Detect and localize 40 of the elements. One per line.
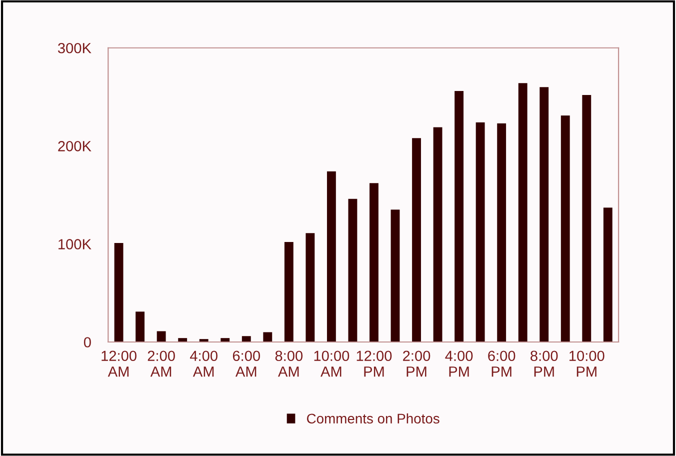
bar xyxy=(326,171,336,342)
bar xyxy=(476,122,485,342)
y-tick-label: 300K xyxy=(58,42,92,54)
bar xyxy=(178,338,188,342)
x-tick-label: 8:00 PM xyxy=(530,350,558,377)
x-tick-label: 2:00 PM xyxy=(403,350,430,377)
bar xyxy=(540,87,549,342)
bar xyxy=(242,336,251,342)
bar xyxy=(370,183,378,342)
bar xyxy=(263,332,272,342)
bar xyxy=(582,94,592,342)
x-tick-label: 2:00 AM xyxy=(148,350,175,377)
bar xyxy=(348,198,358,342)
x-tick-label: 6:00 AM xyxy=(232,350,260,377)
bar xyxy=(518,83,528,342)
x-tick-label: 6:00 PM xyxy=(488,350,516,377)
bar xyxy=(433,127,442,342)
x-tick-label: 12:00 PM xyxy=(356,350,392,377)
bar xyxy=(284,242,294,342)
legend-label: Comments on Photos xyxy=(307,413,440,424)
y-tick-label: 200K xyxy=(58,141,92,152)
x-tick-label: 12:00 AM xyxy=(102,350,136,377)
x-tick-label: 10:00 PM xyxy=(570,350,604,377)
bar xyxy=(454,91,464,342)
bar xyxy=(156,331,166,342)
bar xyxy=(412,138,421,342)
bar xyxy=(114,242,124,342)
bar xyxy=(497,123,506,342)
bar xyxy=(136,312,145,342)
x-tick-label: 4:00 PM xyxy=(445,350,473,377)
bar xyxy=(306,233,315,342)
y-tick-label: 100K xyxy=(58,239,92,250)
bar xyxy=(603,208,612,342)
bar xyxy=(560,116,570,342)
x-tick-label: 4:00 AM xyxy=(190,350,218,377)
y-tick-label: 0 xyxy=(84,337,91,348)
bar xyxy=(390,210,400,342)
bar xyxy=(220,338,230,342)
x-tick-label: 10:00 AM xyxy=(314,350,350,377)
x-tick-label: 8:00 AM xyxy=(275,350,303,377)
